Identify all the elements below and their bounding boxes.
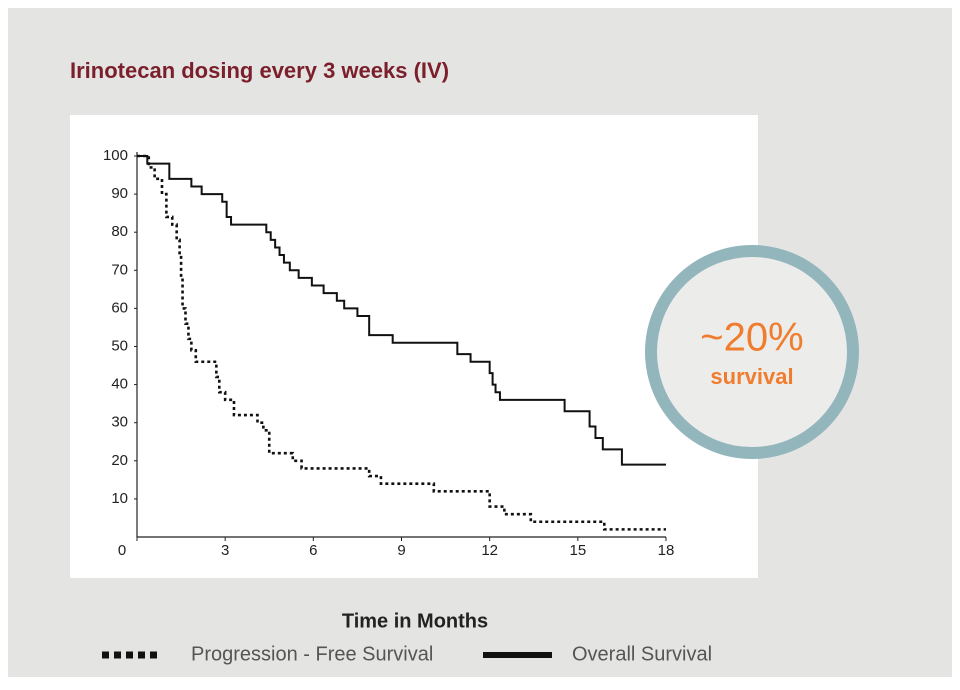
y-tick-label: 10 <box>111 490 128 507</box>
x-tick-label: 18 <box>658 542 675 559</box>
legend-label: Progression - Free Survival <box>191 643 433 665</box>
callout-value: ~20% <box>700 316 803 360</box>
y-tick-label: 20 <box>111 452 128 469</box>
y-tick-label: 80 <box>111 223 128 240</box>
x-tick-label: 9 <box>397 542 405 559</box>
y-tick-label: 50 <box>111 337 128 354</box>
callout-text: survival <box>710 364 793 389</box>
chart-title: Irinotecan dosing every 3 weeks (IV) <box>70 58 449 83</box>
survival-curve <box>137 154 666 531</box>
y-tick-label: 70 <box>111 261 128 278</box>
x-tick-label: 15 <box>569 542 586 559</box>
plot-area <box>70 115 758 578</box>
x-tick-label: 3 <box>221 542 229 559</box>
x-tick-label: 0 <box>118 542 126 559</box>
x-axis-label: Time in Months <box>342 610 488 632</box>
legend-label: Overall Survival <box>572 643 712 665</box>
y-tick-label: 60 <box>111 299 128 316</box>
y-tick-label: 90 <box>111 185 128 202</box>
survival-curve <box>137 155 666 466</box>
x-tick-label: 6 <box>309 542 317 559</box>
y-tick-label: 30 <box>111 414 128 431</box>
callout-circle <box>645 245 859 459</box>
y-tick-label: 100 <box>103 147 128 164</box>
x-tick-label: 12 <box>481 542 498 559</box>
y-tick-label: 40 <box>111 376 128 393</box>
